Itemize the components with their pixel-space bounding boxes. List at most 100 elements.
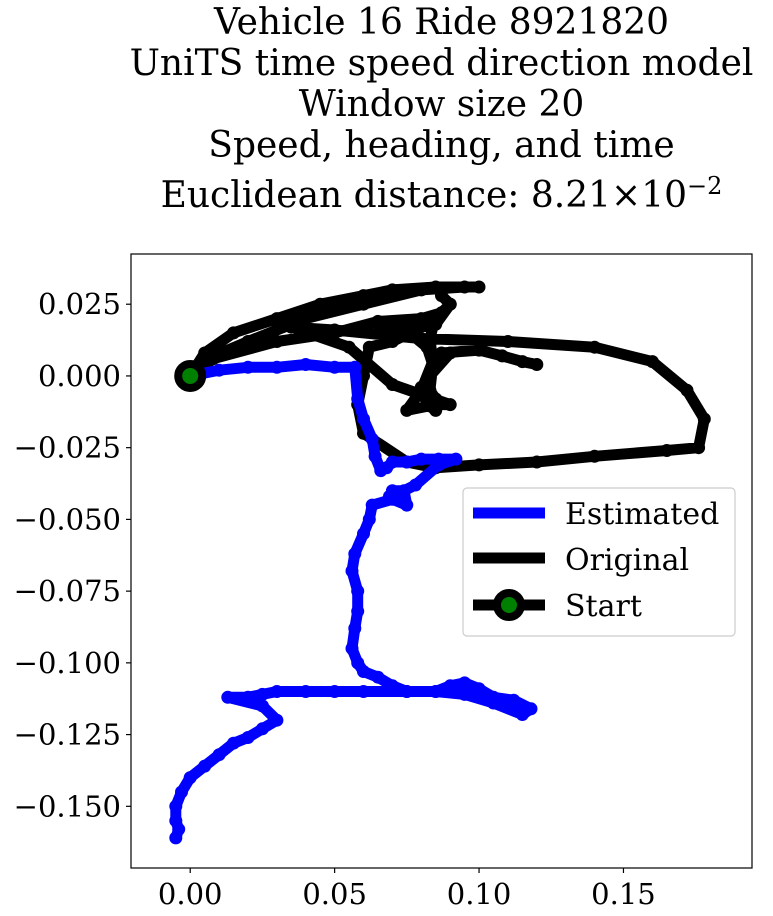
series-point-original bbox=[588, 449, 602, 463]
series-point-estimated bbox=[169, 799, 183, 813]
legend-label-start: Start bbox=[565, 589, 642, 624]
series-point-estimated bbox=[351, 392, 365, 406]
series-point-estimated bbox=[351, 604, 365, 618]
series-point-original bbox=[435, 346, 448, 360]
start-marker bbox=[174, 359, 207, 392]
series-point-original bbox=[443, 297, 457, 311]
y-tick-label: −0.025 bbox=[14, 431, 121, 465]
title-metric-exponent: −2 bbox=[687, 172, 723, 200]
series-point-original bbox=[660, 444, 674, 457]
series-point-original bbox=[429, 309, 443, 323]
series-point-estimated bbox=[368, 449, 382, 463]
series-point-original bbox=[472, 458, 486, 472]
x-tick-label: 0.00 bbox=[158, 877, 223, 911]
series-point-estimated bbox=[348, 547, 362, 561]
series-point-original bbox=[414, 380, 428, 394]
series-point-original bbox=[385, 378, 399, 391]
series-point-estimated bbox=[255, 699, 269, 713]
series-point-estimated bbox=[432, 458, 446, 472]
series-point-original bbox=[270, 312, 284, 326]
series-point-estimated bbox=[270, 713, 284, 727]
series-point-original bbox=[385, 317, 399, 331]
series-point-estimated bbox=[255, 687, 269, 701]
series-point-original bbox=[362, 340, 376, 354]
y-tick-label: −0.075 bbox=[14, 574, 121, 608]
title-line-5: Euclidean distance: 8.21×10−2 bbox=[40, 166, 773, 216]
series-point-estimated bbox=[241, 360, 255, 374]
title-line-1: Vehicle 16 Ride 8921820 bbox=[213, 2, 670, 43]
series-point-estimated bbox=[241, 731, 255, 744]
series-point-original bbox=[342, 340, 356, 354]
series-point-original bbox=[501, 335, 515, 348]
series-point-estimated bbox=[365, 498, 379, 512]
series-point-original bbox=[495, 349, 509, 363]
x-tick-label: 0.05 bbox=[302, 877, 367, 911]
legend-swatch-start-marker bbox=[493, 589, 525, 621]
series-point-estimated bbox=[345, 564, 359, 578]
series-point-estimated bbox=[458, 676, 472, 690]
series-point-estimated bbox=[348, 621, 362, 635]
series-point-original bbox=[426, 358, 440, 371]
series-point-estimated bbox=[400, 455, 414, 469]
series-point-estimated bbox=[385, 492, 399, 506]
series-point-estimated bbox=[241, 690, 255, 704]
series-point-original bbox=[357, 297, 370, 311]
y-tick-label: −0.100 bbox=[14, 646, 121, 680]
series-point-estimated bbox=[515, 708, 529, 721]
series-point-estimated bbox=[458, 687, 472, 701]
series-point-original bbox=[241, 335, 255, 348]
series-point-original bbox=[403, 326, 417, 340]
series-point-estimated bbox=[429, 685, 443, 698]
series-point-original bbox=[423, 369, 437, 383]
series-point-estimated bbox=[400, 498, 414, 512]
legend-label-original: Original bbox=[565, 543, 689, 578]
title-metric-base: ×10 bbox=[611, 175, 688, 216]
series-point-original bbox=[313, 297, 327, 311]
series-point-estimated bbox=[365, 432, 379, 446]
series-point-estimated bbox=[487, 696, 500, 710]
x-tick-label: 0.15 bbox=[591, 877, 656, 911]
series-point-estimated bbox=[212, 748, 226, 762]
series-point-estimated bbox=[357, 665, 370, 678]
series-point-estimated bbox=[328, 360, 342, 374]
series-point-original bbox=[400, 403, 414, 417]
y-tick-label: −0.150 bbox=[14, 789, 121, 823]
series-point-estimated bbox=[175, 785, 188, 799]
series-point-estimated bbox=[409, 478, 422, 492]
series-point-estimated bbox=[357, 412, 370, 426]
series-point-estimated bbox=[348, 360, 362, 374]
y-tick-label: 0.000 bbox=[38, 359, 121, 393]
series-point-estimated bbox=[357, 685, 370, 698]
title-line-4: Speed, heading, and time bbox=[208, 125, 675, 166]
series-point-estimated bbox=[183, 771, 197, 785]
series-point-estimated bbox=[270, 360, 284, 374]
series-point-original bbox=[414, 283, 428, 297]
series-point-estimated bbox=[357, 527, 370, 541]
chart-title: Vehicle 16 Ride 8921820 UniTS time speed… bbox=[40, 2, 773, 216]
series-point-original bbox=[458, 280, 472, 294]
series-point-original bbox=[371, 314, 385, 328]
series-point-estimated bbox=[221, 690, 235, 704]
title-metric-text: Euclidean distance: 8.21 bbox=[160, 175, 612, 216]
series-point-original bbox=[385, 335, 399, 348]
title-line-3: Window size 20 bbox=[298, 84, 585, 125]
series-point-original bbox=[697, 412, 711, 426]
series-point-original bbox=[515, 355, 529, 369]
series-point-original bbox=[530, 358, 544, 371]
legend: Estimated Original Start bbox=[462, 487, 736, 637]
y-tick-label: −0.125 bbox=[14, 718, 121, 752]
series-point-original bbox=[206, 352, 220, 366]
series-point-original bbox=[420, 398, 434, 412]
series-point-original bbox=[472, 343, 486, 357]
legend-box bbox=[462, 487, 736, 637]
legend-label-estimated: Estimated bbox=[565, 497, 719, 532]
series-point-estimated bbox=[227, 736, 240, 750]
series-point-estimated bbox=[198, 759, 212, 773]
series-point-estimated bbox=[270, 685, 284, 698]
series-point-original bbox=[680, 383, 694, 397]
axis-layer: 0.00 0.05 0.10 0.15 0.025 0.000 −0.025 −0.050 −0… bbox=[14, 287, 656, 911]
series-point-estimated bbox=[400, 685, 414, 698]
series-point-estimated bbox=[255, 722, 269, 736]
series-point-estimated bbox=[362, 512, 376, 526]
series-point-estimated bbox=[472, 682, 486, 696]
